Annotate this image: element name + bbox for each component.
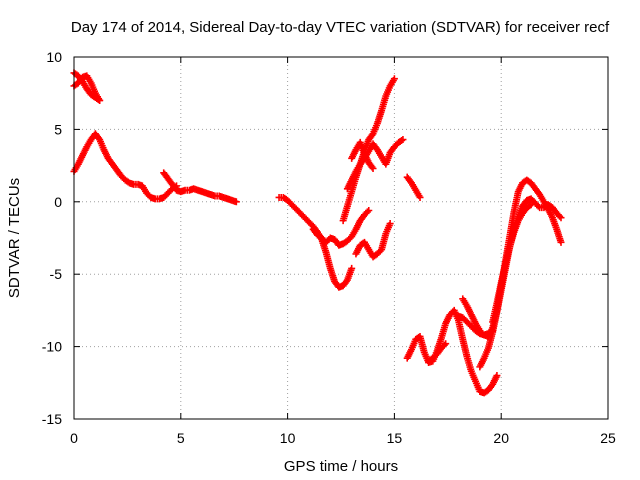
data-point <box>173 182 181 190</box>
y-axis-title: SDTVAR / TECUs <box>6 178 23 298</box>
x-tick-label: 20 <box>493 430 509 446</box>
grid-layer <box>74 57 608 419</box>
data-point <box>527 201 535 209</box>
data-point <box>368 163 376 171</box>
data-point <box>557 214 565 222</box>
y-tick-label: 0 <box>54 194 62 210</box>
x-axis-title: GPS time / hours <box>284 458 398 475</box>
y-tick-label: -15 <box>42 411 62 427</box>
data-point <box>398 137 406 145</box>
data-point <box>489 327 497 335</box>
data-point <box>440 341 448 349</box>
x-tick-label: 25 <box>600 430 616 446</box>
data-point <box>365 206 373 214</box>
data-point <box>94 95 102 103</box>
axis-ticks <box>73 56 609 420</box>
x-tick-label: 15 <box>387 430 403 446</box>
data-point <box>348 264 356 272</box>
data-point <box>534 202 542 210</box>
data-point <box>493 372 501 380</box>
y-tick-label: -5 <box>50 266 63 282</box>
chart-title: Day 174 of 2014, Sidereal Day-to-day VTE… <box>71 19 610 36</box>
data-point <box>369 164 377 172</box>
x-tick-label: 0 <box>70 430 78 446</box>
y-tick-label: -10 <box>42 339 62 355</box>
plot-frame <box>73 56 609 420</box>
data-point <box>557 238 565 246</box>
data-point <box>526 202 534 210</box>
y-tick-label: 10 <box>46 49 62 65</box>
data-point <box>232 198 240 206</box>
data-point <box>363 208 371 216</box>
data-point <box>390 75 398 83</box>
x-tick-label: 10 <box>280 430 296 446</box>
y-tick-label: 5 <box>54 121 62 137</box>
data-point <box>386 220 394 228</box>
x-tick-labels: 0 5 10 15 20 25 <box>70 430 616 446</box>
x-tick-label: 5 <box>177 430 185 446</box>
data-points <box>70 69 565 397</box>
data-point <box>171 183 179 191</box>
data-point <box>556 212 564 220</box>
data-point <box>399 136 407 144</box>
data-point <box>442 340 450 348</box>
y-tick-labels: 10 5 0 -5 -10 -15 <box>42 49 62 427</box>
data-point <box>416 193 424 201</box>
data-point <box>96 96 104 104</box>
data-point <box>487 328 495 336</box>
